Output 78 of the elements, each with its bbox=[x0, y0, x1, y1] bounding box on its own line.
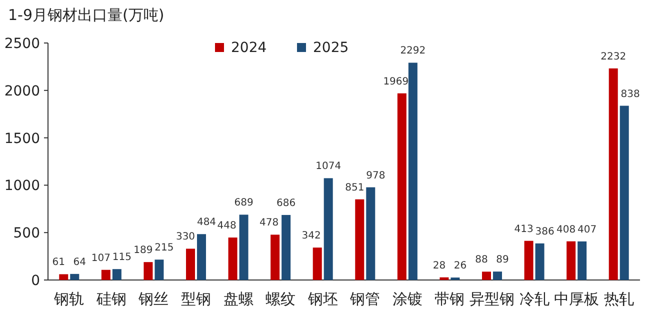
data-label: 689 bbox=[234, 198, 254, 209]
data-label: 26 bbox=[454, 260, 467, 272]
data-label: 215 bbox=[154, 242, 174, 254]
data-label: 686 bbox=[276, 198, 296, 209]
bar bbox=[282, 214, 291, 280]
data-label: 978 bbox=[366, 170, 386, 182]
x-tick-label: 钢管 bbox=[349, 290, 380, 308]
bar bbox=[112, 269, 122, 280]
bar bbox=[197, 234, 206, 280]
x-tick-label: 带钢 bbox=[434, 290, 465, 308]
bar bbox=[608, 68, 618, 280]
bar bbox=[70, 274, 80, 280]
x-tick-label: 钢丝 bbox=[138, 290, 169, 308]
bar bbox=[228, 238, 238, 280]
bar bbox=[397, 93, 406, 280]
data-label: 88 bbox=[475, 254, 488, 266]
bar bbox=[355, 199, 364, 280]
y-tick-label: 2000 bbox=[4, 83, 40, 100]
bar bbox=[408, 62, 418, 280]
x-tick-label: 热轧 bbox=[604, 290, 634, 308]
data-label: 408 bbox=[556, 224, 576, 236]
y-tick-label: 2500 bbox=[4, 36, 40, 52]
data-label: 189 bbox=[134, 245, 153, 256]
bar bbox=[535, 243, 544, 280]
data-label: 2232 bbox=[600, 51, 626, 62]
bar bbox=[101, 270, 110, 280]
bar bbox=[366, 187, 376, 280]
bar bbox=[578, 241, 587, 280]
data-label: 851 bbox=[345, 182, 364, 194]
data-label: 484 bbox=[196, 217, 216, 228]
data-label: 2292 bbox=[400, 46, 426, 57]
bar bbox=[312, 248, 322, 280]
data-label: 1969 bbox=[383, 76, 409, 88]
y-tick-label: 1000 bbox=[4, 178, 40, 194]
x-tick-label: 涂镀 bbox=[392, 290, 422, 308]
x-tick-label: 钢轨 bbox=[53, 290, 84, 308]
y-tick-label: 500 bbox=[13, 226, 40, 242]
annotation: 838 bbox=[620, 88, 640, 100]
bar bbox=[154, 260, 164, 280]
data-label: 64 bbox=[73, 256, 86, 268]
x-tick-label: 钢坯 bbox=[306, 290, 338, 308]
bar bbox=[239, 214, 248, 280]
bar bbox=[144, 262, 153, 280]
data-label: 407 bbox=[578, 224, 597, 236]
data-label: 115 bbox=[112, 252, 132, 264]
x-tick-label: 盘螺 bbox=[223, 290, 254, 308]
data-label: 330 bbox=[176, 232, 196, 243]
data-label: 342 bbox=[302, 230, 321, 242]
data-label: 413 bbox=[514, 224, 534, 235]
x-tick-label: 型钢 bbox=[181, 290, 211, 308]
legend-label: 2024 bbox=[231, 40, 267, 56]
data-label: 89 bbox=[496, 254, 509, 266]
legend-label: 2025 bbox=[313, 40, 349, 56]
bar bbox=[566, 241, 576, 280]
data-label: 478 bbox=[260, 218, 279, 229]
bar bbox=[270, 234, 280, 280]
y-tick-label: 0 bbox=[31, 273, 40, 289]
bar bbox=[186, 248, 195, 280]
bar bbox=[440, 277, 449, 280]
data-label: 448 bbox=[217, 220, 236, 232]
bar bbox=[493, 272, 502, 280]
y-tick-label: 1500 bbox=[4, 130, 40, 147]
x-tick-label: 冷轧 bbox=[519, 290, 550, 308]
data-label: 107 bbox=[91, 252, 110, 264]
data-label: 28 bbox=[432, 260, 446, 272]
x-tick-label: 螺纹 bbox=[266, 290, 296, 308]
bar bbox=[524, 240, 534, 280]
x-tick-label: 中厚板 bbox=[554, 290, 600, 308]
bar bbox=[324, 178, 333, 280]
x-tick-label: 异型钢 bbox=[470, 290, 514, 308]
bar bbox=[59, 274, 68, 280]
data-label: 386 bbox=[535, 226, 554, 238]
chart-title: 1-9月钢材出口量(万吨) bbox=[8, 6, 164, 24]
x-tick-label: 硅钢 bbox=[95, 290, 126, 308]
data-label: 1074 bbox=[316, 161, 342, 172]
data-label: 61 bbox=[52, 257, 66, 268]
bar bbox=[620, 106, 629, 280]
bar bbox=[482, 272, 491, 280]
